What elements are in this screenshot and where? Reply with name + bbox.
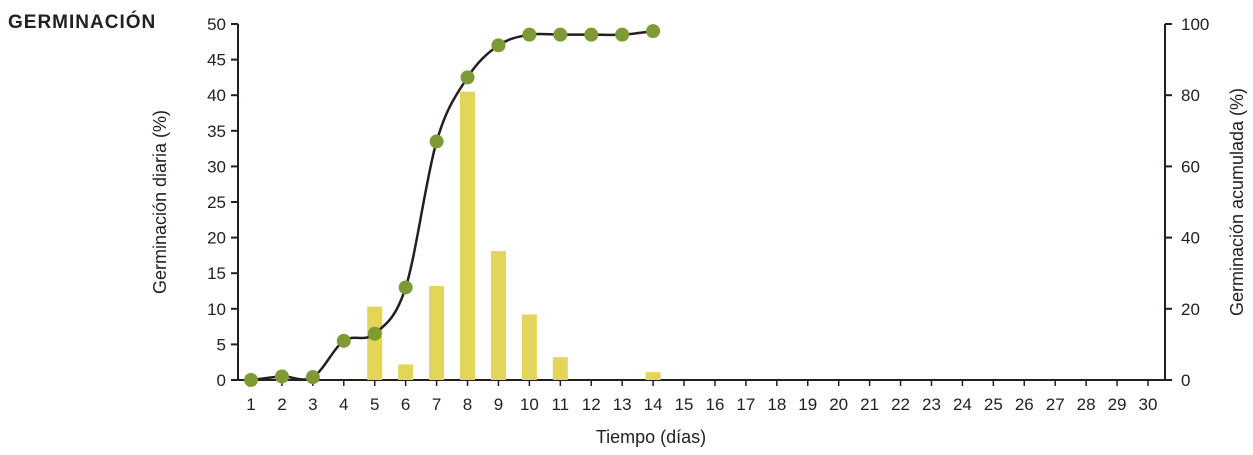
right-tick-label: 20 xyxy=(1181,300,1200,319)
x-tick-label: 26 xyxy=(1015,395,1034,414)
x-tick-label: 11 xyxy=(551,395,569,414)
left-tick-label: 10 xyxy=(207,300,226,319)
x-tick-label: 27 xyxy=(1046,395,1065,414)
bar xyxy=(429,286,445,380)
x-tick-label: 23 xyxy=(922,395,941,414)
chart-title: GERMINACIÓN xyxy=(8,12,157,33)
x-tick-label: 6 xyxy=(401,395,410,414)
cumulative-point xyxy=(398,280,413,295)
cumulative-point xyxy=(522,27,537,42)
x-tick-label: 4 xyxy=(339,395,348,414)
left-axis-title: Germinación diaria (%) xyxy=(150,110,170,294)
x-tick-label: 15 xyxy=(675,395,694,414)
x-tick-label: 9 xyxy=(494,395,503,414)
x-tick-label: 28 xyxy=(1077,395,1096,414)
x-tick-label: 20 xyxy=(829,395,848,414)
left-tick-label: 15 xyxy=(207,264,226,283)
left-tick-label: 30 xyxy=(207,157,226,176)
x-tick-label: 14 xyxy=(644,395,663,414)
x-tick-label: 25 xyxy=(984,395,1003,414)
x-tick-label: 3 xyxy=(308,395,317,414)
x-axis-title: Tiempo (días) xyxy=(596,427,706,447)
cumulative-point xyxy=(491,38,506,53)
cumulative-point xyxy=(584,27,599,42)
cumulative-point xyxy=(336,333,351,348)
x-tick-label: 13 xyxy=(613,395,632,414)
bar xyxy=(367,306,383,380)
axes xyxy=(231,23,1172,386)
left-tick-label: 20 xyxy=(207,229,226,248)
x-tick-label: 7 xyxy=(432,395,441,414)
x-tick-label: 30 xyxy=(1139,395,1158,414)
cumulative-point xyxy=(367,326,382,341)
right-axis-title: Germinación acumulada (%) xyxy=(1227,88,1247,316)
x-tick-label: 19 xyxy=(798,395,817,414)
cumulative-line xyxy=(250,29,654,382)
cumulative-point xyxy=(429,134,444,149)
left-tick-label: 40 xyxy=(207,86,226,105)
bar xyxy=(460,91,476,380)
cumulative-point xyxy=(460,70,475,85)
bar xyxy=(398,364,414,380)
cumulative-point xyxy=(553,27,568,42)
cumulative-point xyxy=(615,27,630,42)
bar xyxy=(521,314,537,380)
right-tick-label: 40 xyxy=(1181,229,1200,248)
cumulative-point xyxy=(244,373,258,387)
bar xyxy=(490,251,506,380)
bar xyxy=(645,372,661,380)
x-tick-label: 21 xyxy=(860,395,879,414)
left-tick-label: 50 xyxy=(207,15,226,34)
x-tick-label: 8 xyxy=(463,395,472,414)
x-tick-label: 24 xyxy=(953,395,972,414)
right-tick-label: 0 xyxy=(1181,371,1190,390)
x-tick-label: 17 xyxy=(736,395,755,414)
x-tick-label: 22 xyxy=(891,395,910,414)
left-tick-label: 25 xyxy=(207,193,226,212)
x-tick-label: 29 xyxy=(1108,395,1127,414)
right-tick-label: 80 xyxy=(1181,86,1200,105)
x-tick-label: 18 xyxy=(767,395,786,414)
x-tick-label: 1 xyxy=(246,395,255,414)
bar xyxy=(552,357,568,380)
x-tick-label: 16 xyxy=(706,395,725,414)
right-tick-label: 100 xyxy=(1181,15,1209,34)
left-tick-label: 5 xyxy=(217,335,226,354)
cumulative-line-series xyxy=(244,24,661,387)
x-tick-label: 5 xyxy=(370,395,379,414)
right-tick-label: 60 xyxy=(1181,157,1200,176)
cumulative-point xyxy=(274,369,289,384)
cumulative-point xyxy=(305,370,320,385)
bar-series xyxy=(367,91,661,380)
left-tick-label: 35 xyxy=(207,122,226,141)
x-tick-label: 12 xyxy=(582,395,601,414)
left-tick-label: 45 xyxy=(207,51,226,70)
cumulative-point xyxy=(646,24,661,39)
x-tick-label: 2 xyxy=(277,395,286,414)
left-tick-label: 0 xyxy=(217,371,226,390)
x-tick-label: 10 xyxy=(520,395,539,414)
